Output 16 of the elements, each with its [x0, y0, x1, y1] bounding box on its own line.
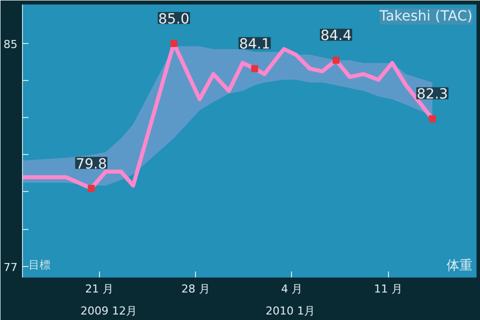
data-label: 84.1 [239, 36, 270, 53]
y-axis-title: 体重 [446, 258, 472, 274]
data-label: 85.0 [158, 12, 190, 28]
text: 2010 1月 [266, 304, 316, 318]
chart-title: Takeshi (TAC) [378, 8, 473, 24]
x-tick-label: 11 月 [374, 282, 402, 296]
y-tick-label: 77 [4, 260, 18, 274]
annotation: 目標 [28, 258, 50, 272]
x-tick-label: 4 月 [281, 282, 303, 296]
data-label: 84.4 [320, 28, 352, 44]
x-tick-label: 28 月 [181, 282, 210, 296]
data-label: 82.3 [416, 86, 448, 103]
text: 2009 12月 [80, 304, 138, 318]
x-tick-label: 21 月 [85, 282, 114, 296]
y-tick-label: 85 [4, 38, 18, 51]
data-label: 79.8 [76, 156, 107, 172]
